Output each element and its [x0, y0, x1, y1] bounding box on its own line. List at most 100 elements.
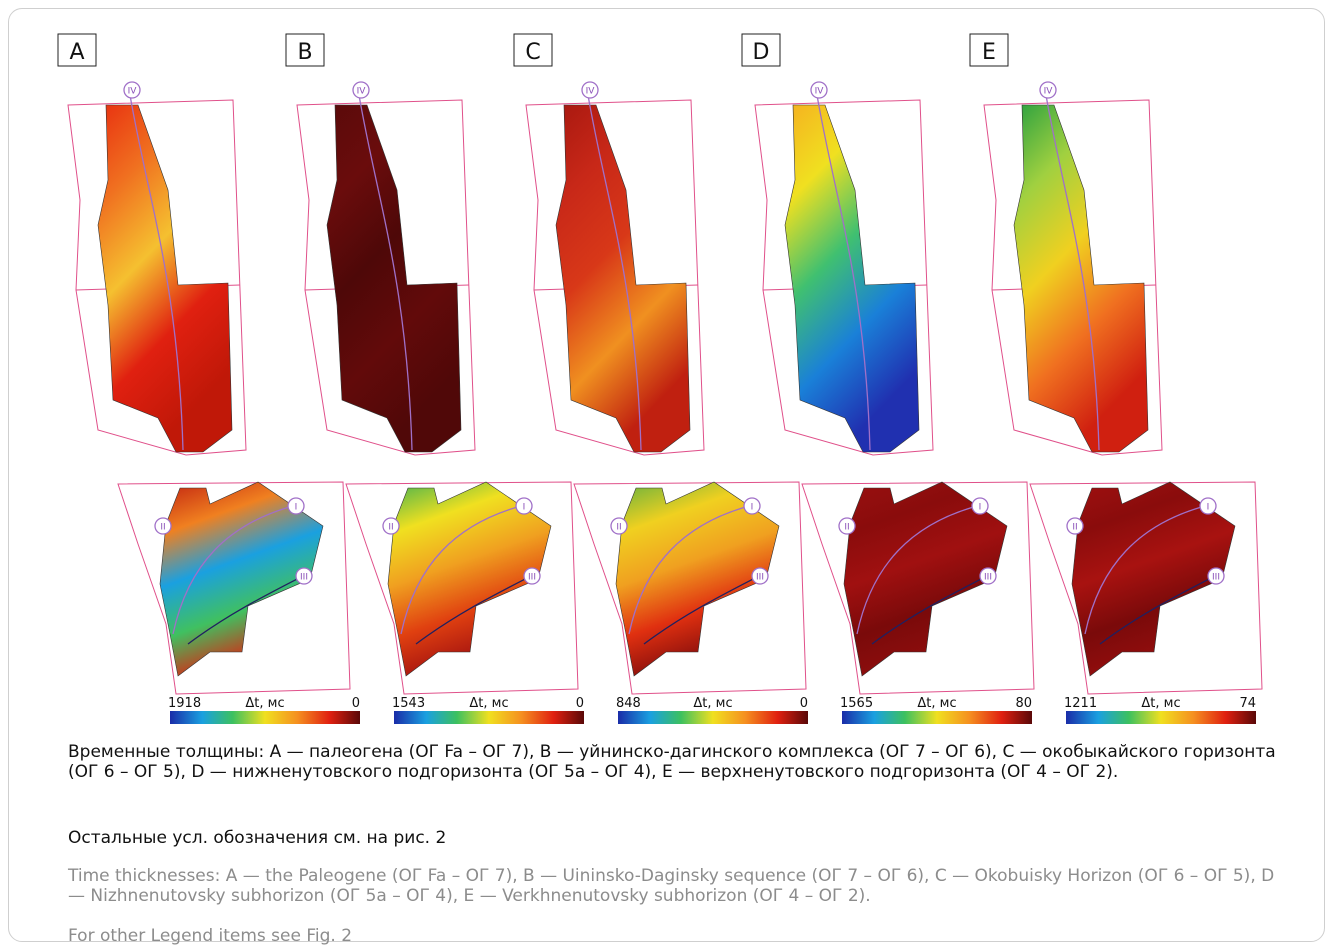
colorbar-unit: Δt, мс — [469, 696, 508, 711]
colorbar-min: 1918 — [168, 696, 201, 711]
marker-label: III — [1212, 573, 1220, 583]
marker-label: I — [979, 503, 982, 513]
marker-label: I — [751, 503, 754, 513]
marker-label: II — [844, 523, 849, 533]
colorbar-max: 0 — [352, 696, 360, 711]
fault-line — [172, 505, 294, 635]
map-outline — [67, 99, 247, 456]
fault-line — [358, 94, 413, 451]
panel-label-box — [285, 33, 325, 67]
marker-circle — [382, 517, 400, 535]
marker-circle — [979, 567, 997, 585]
thickness-map — [615, 481, 780, 677]
marker-circle — [743, 497, 761, 515]
panel-label: C — [525, 40, 540, 65]
map-outline — [117, 481, 351, 695]
colorbar — [170, 711, 360, 724]
marker-label: III — [528, 573, 536, 583]
panel-label: A — [69, 40, 84, 65]
thickness-map — [1013, 104, 1149, 453]
marker-label: I — [523, 503, 526, 513]
marker-circle — [1207, 567, 1225, 585]
fault-line — [856, 505, 978, 635]
fault-line — [587, 94, 642, 451]
fault-line — [816, 94, 871, 451]
colorbar-max: 0 — [800, 696, 808, 711]
fault-line — [628, 505, 750, 635]
marker-label: IV — [357, 87, 367, 97]
panel-label: E — [982, 40, 996, 65]
fault-line — [187, 575, 304, 645]
colorbar-unit: Δt, мс — [693, 696, 732, 711]
thickness-map — [159, 481, 324, 677]
map-outline — [525, 99, 705, 456]
fault-line — [1045, 94, 1100, 451]
marker-label: I — [295, 503, 298, 513]
colorbar-min: 1543 — [392, 696, 425, 711]
marker-circle — [154, 517, 172, 535]
marker-circle — [751, 567, 769, 585]
colorbar-min: 1565 — [840, 696, 873, 711]
colorbar-unit: Δt, мс — [917, 696, 956, 711]
thickness-map — [555, 104, 691, 453]
panel-label-box — [513, 33, 553, 67]
fault-line — [400, 505, 522, 635]
panel-label-box — [741, 33, 781, 67]
panel-label: D — [753, 40, 770, 65]
map-outline — [754, 99, 934, 456]
panel-label-box — [969, 33, 1009, 67]
marker-label: II — [1072, 523, 1077, 533]
marker-label: III — [300, 573, 308, 583]
map-outline — [296, 99, 476, 456]
colorbar — [618, 711, 808, 724]
colorbar-unit: Δt, мс — [245, 696, 284, 711]
marker-circle — [295, 567, 313, 585]
figure-frame — [8, 8, 1325, 942]
colorbar — [842, 711, 1032, 724]
map-outline — [345, 481, 579, 695]
colorbar-min: 1211 — [1064, 696, 1097, 711]
marker-label: IV — [1044, 87, 1054, 97]
panel-label-box — [57, 33, 97, 67]
marker-circle — [523, 567, 541, 585]
colorbar-unit: Δt, мс — [1141, 696, 1180, 711]
caption-en-note: For other Legend items see Fig. 2 — [68, 926, 353, 946]
map-outline — [801, 481, 1035, 695]
caption-en: Time thicknesses: A — the Paleogene (ОГ … — [68, 866, 1275, 906]
marker-label: III — [756, 573, 764, 583]
fault-line — [643, 575, 760, 645]
marker-label: II — [616, 523, 621, 533]
fault-line — [871, 575, 988, 645]
thickness-map — [97, 104, 233, 453]
thickness-map — [784, 104, 920, 453]
marker-circle — [1199, 497, 1217, 515]
marker-circle — [581, 81, 599, 99]
marker-circle — [1039, 81, 1057, 99]
colorbar-max: 0 — [576, 696, 584, 711]
marker-label: I — [1207, 503, 1210, 513]
marker-label: IV — [586, 87, 596, 97]
marker-circle — [1066, 517, 1084, 535]
thickness-map — [843, 481, 1008, 677]
marker-circle — [352, 81, 370, 99]
marker-circle — [610, 517, 628, 535]
marker-label: II — [388, 523, 393, 533]
thickness-map — [1071, 481, 1236, 677]
colorbar-max: 74 — [1239, 696, 1256, 711]
caption-ru-note: Остальные усл. обозначения см. на рис. 2 — [68, 828, 447, 848]
colorbar — [394, 711, 584, 724]
marker-circle — [838, 517, 856, 535]
map-outline — [1029, 481, 1263, 695]
map-outline — [573, 481, 807, 695]
colorbar-min: 848 — [616, 696, 641, 711]
thickness-map — [326, 104, 462, 453]
fault-line — [1099, 575, 1216, 645]
caption-ru: Временные толщины: А — палеогена (ОГ Fa … — [68, 742, 1276, 782]
thickness-map — [387, 481, 552, 677]
marker-label: II — [160, 523, 165, 533]
marker-circle — [287, 497, 305, 515]
fault-line — [129, 94, 184, 451]
marker-label: IV — [128, 87, 138, 97]
